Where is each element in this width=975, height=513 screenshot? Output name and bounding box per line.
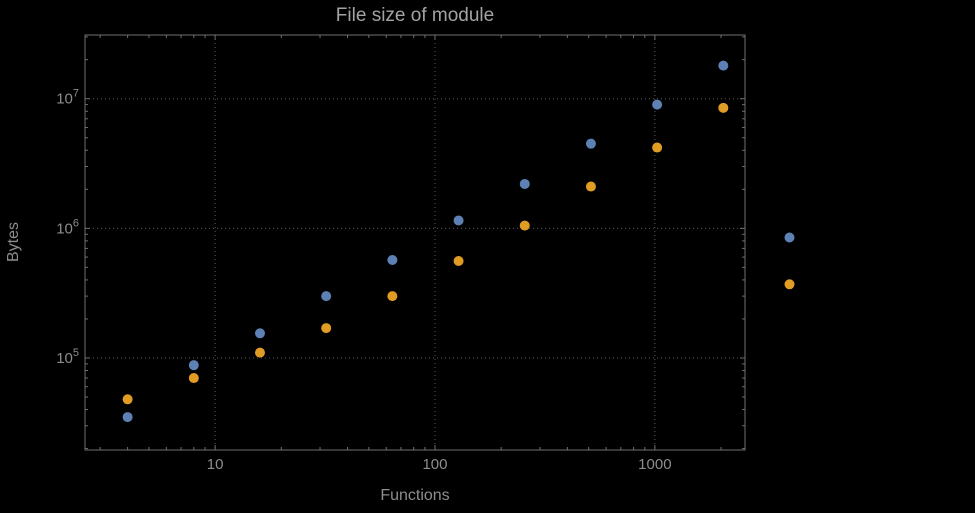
- data-point-series-1: [254, 328, 265, 339]
- data-point-series-2: [519, 220, 530, 231]
- data-point-series-1: [784, 232, 795, 243]
- data-point-series-1: [652, 99, 663, 110]
- y-tick-label: 105: [56, 347, 79, 367]
- data-point-series-2: [254, 347, 265, 358]
- data-point-series-2: [453, 255, 464, 266]
- data-point-series-1: [453, 215, 464, 226]
- data-point-series-1: [519, 178, 530, 189]
- data-point-series-2: [652, 142, 663, 153]
- data-point-series-2: [718, 102, 729, 113]
- data-point-series-2: [387, 291, 398, 302]
- data-point-series-1: [122, 412, 133, 423]
- data-point-series-1: [321, 291, 332, 302]
- y-tick-label: 106: [56, 217, 79, 237]
- y-tick-label: 107: [56, 88, 79, 108]
- data-point-series-2: [784, 279, 795, 290]
- chart-title: File size of module: [335, 5, 495, 26]
- data-point-series-2: [188, 373, 199, 384]
- x-tick-label: 1000: [638, 456, 671, 473]
- data-point-series-2: [321, 323, 332, 334]
- data-point-series-1: [718, 60, 729, 71]
- data-point-series-1: [387, 254, 398, 265]
- x-tick-label: 10: [207, 456, 224, 473]
- x-axis-label: Functions: [380, 487, 450, 504]
- data-point-series-2: [585, 181, 596, 192]
- data-point-series-1: [585, 138, 596, 149]
- x-tick-label: 100: [422, 456, 447, 473]
- data-point-series-1: [188, 360, 199, 371]
- plot-frame: [84, 34, 746, 451]
- data-point-series-2: [122, 394, 133, 405]
